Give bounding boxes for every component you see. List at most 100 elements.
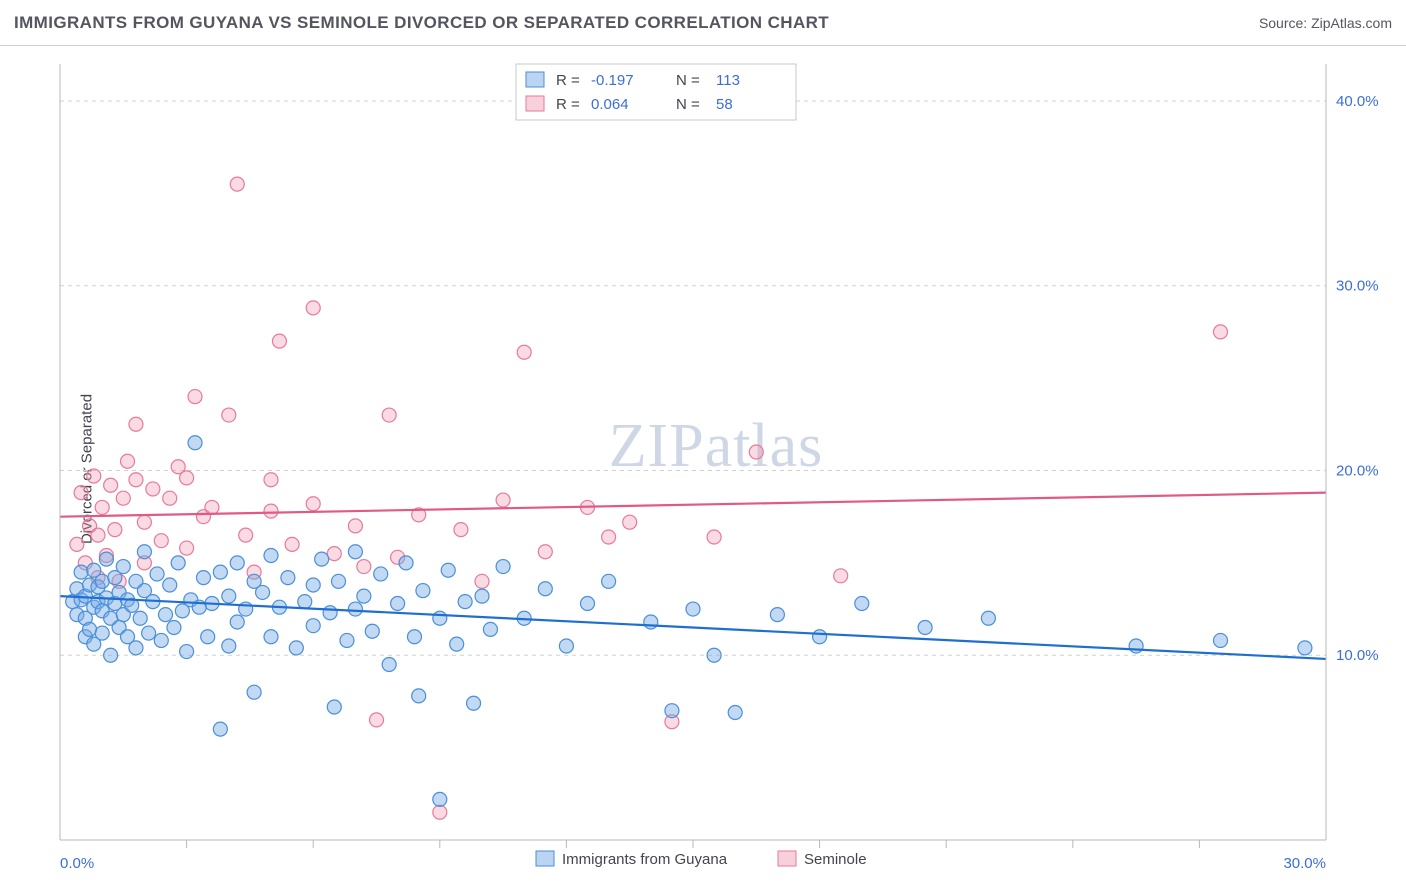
- data-point-blue: [137, 545, 151, 559]
- data-point-blue: [981, 611, 995, 625]
- bottom-legend-label: Immigrants from Guyana: [562, 851, 728, 868]
- data-point-pink: [121, 454, 135, 468]
- source-attribution: Source: ZipAtlas.com: [1259, 15, 1392, 31]
- watermark-text: ZIPatlas: [609, 412, 824, 480]
- data-point-blue: [496, 560, 510, 574]
- data-point-blue: [95, 574, 109, 588]
- data-point-pink: [188, 390, 202, 404]
- data-point-blue: [264, 630, 278, 644]
- source-label: Source:: [1259, 15, 1307, 31]
- data-point-pink: [285, 537, 299, 551]
- data-point-blue: [412, 689, 426, 703]
- legend-n-label: N =: [676, 96, 700, 113]
- data-point-blue: [222, 589, 236, 603]
- data-point-blue: [327, 700, 341, 714]
- legend-r-value: -0.197: [591, 72, 634, 89]
- data-point-blue: [171, 556, 185, 570]
- data-point-blue: [306, 578, 320, 592]
- legend-swatch: [526, 72, 544, 87]
- data-point-pink: [104, 478, 118, 492]
- x-tick-label: 30.0%: [1283, 855, 1326, 872]
- chart-header: IMMIGRANTS FROM GUYANA VS SEMINOLE DIVOR…: [0, 0, 1406, 46]
- data-point-pink: [91, 528, 105, 542]
- legend-n-value: 58: [716, 96, 733, 113]
- data-point-blue: [323, 606, 337, 620]
- data-point-pink: [74, 486, 88, 500]
- data-point-blue: [213, 565, 227, 579]
- data-point-pink: [222, 408, 236, 422]
- data-point-blue: [298, 595, 312, 609]
- data-point-blue: [433, 611, 447, 625]
- data-point-pink: [154, 534, 168, 548]
- legend-r-label: R =: [556, 72, 580, 89]
- data-point-pink: [538, 545, 552, 559]
- data-point-blue: [256, 585, 270, 599]
- data-point-pink: [264, 473, 278, 487]
- data-point-blue: [644, 615, 658, 629]
- data-point-pink: [129, 473, 143, 487]
- chart-title: IMMIGRANTS FROM GUYANA VS SEMINOLE DIVOR…: [14, 13, 829, 33]
- data-point-blue: [483, 622, 497, 636]
- data-point-pink: [454, 523, 468, 537]
- data-point-blue: [230, 556, 244, 570]
- source-link[interactable]: ZipAtlas.com: [1311, 15, 1392, 31]
- legend-stats-box: R =-0.197N =113R =0.064N =58: [516, 64, 796, 120]
- data-point-pink: [834, 569, 848, 583]
- data-point-blue: [770, 608, 784, 622]
- scatter-plot-svg: 10.0%20.0%30.0%40.0% ZIPatlas 0.0%30.0% …: [36, 46, 1396, 892]
- data-point-pink: [357, 560, 371, 574]
- legend-r-label: R =: [556, 96, 580, 113]
- legend-swatch: [526, 96, 544, 111]
- data-point-pink: [602, 530, 616, 544]
- data-point-pink: [70, 537, 84, 551]
- data-point-blue: [142, 626, 156, 640]
- y-tick-label: 40.0%: [1336, 93, 1379, 110]
- data-point-pink: [146, 482, 160, 496]
- data-point-blue: [222, 639, 236, 653]
- data-point-blue: [458, 595, 472, 609]
- data-point-blue: [382, 657, 396, 671]
- data-point-pink: [348, 519, 362, 533]
- data-point-blue: [201, 630, 215, 644]
- data-point-pink: [306, 497, 320, 511]
- data-point-blue: [83, 622, 97, 636]
- data-point-blue: [1298, 641, 1312, 655]
- data-point-blue: [1214, 633, 1228, 647]
- data-point-pink: [382, 408, 396, 422]
- bottom-legend: Immigrants from GuyanaSeminole: [536, 851, 867, 868]
- y-tick-label: 30.0%: [1336, 278, 1379, 295]
- data-point-blue: [188, 436, 202, 450]
- data-point-blue: [450, 637, 464, 651]
- data-point-blue: [855, 597, 869, 611]
- data-point-pink: [163, 491, 177, 505]
- data-point-blue: [416, 584, 430, 598]
- y-tick-label: 20.0%: [1336, 462, 1379, 479]
- data-point-blue: [74, 565, 88, 579]
- data-point-pink: [264, 504, 278, 518]
- data-point-blue: [167, 621, 181, 635]
- data-point-blue: [289, 641, 303, 655]
- data-point-blue: [306, 619, 320, 633]
- data-point-blue: [281, 571, 295, 585]
- bottom-legend-swatch: [778, 851, 796, 866]
- data-point-blue: [348, 545, 362, 559]
- x-tick-label: 0.0%: [60, 855, 94, 872]
- data-point-blue: [538, 582, 552, 596]
- data-point-blue: [433, 792, 447, 806]
- data-point-blue: [475, 589, 489, 603]
- data-point-pink: [327, 547, 341, 561]
- data-point-blue: [213, 722, 227, 736]
- data-point-blue: [391, 597, 405, 611]
- data-point-blue: [441, 563, 455, 577]
- data-point-pink: [272, 334, 286, 348]
- data-point-blue: [918, 621, 932, 635]
- data-point-pink: [517, 345, 531, 359]
- data-point-blue: [707, 648, 721, 662]
- trend-line-pink: [60, 493, 1326, 517]
- data-point-pink: [433, 805, 447, 819]
- data-point-blue: [159, 608, 173, 622]
- data-point-blue: [116, 560, 130, 574]
- data-point-blue: [196, 571, 210, 585]
- data-point-blue: [357, 589, 371, 603]
- data-point-blue: [665, 704, 679, 718]
